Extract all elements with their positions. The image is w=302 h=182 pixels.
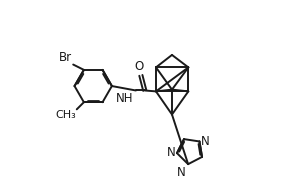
- Text: CH₃: CH₃: [56, 110, 76, 120]
- Text: O: O: [135, 60, 144, 73]
- Text: Br: Br: [59, 51, 72, 64]
- Text: NH: NH: [115, 92, 133, 105]
- Text: N: N: [201, 135, 210, 148]
- Text: N: N: [177, 166, 186, 179]
- Text: N: N: [166, 146, 175, 159]
